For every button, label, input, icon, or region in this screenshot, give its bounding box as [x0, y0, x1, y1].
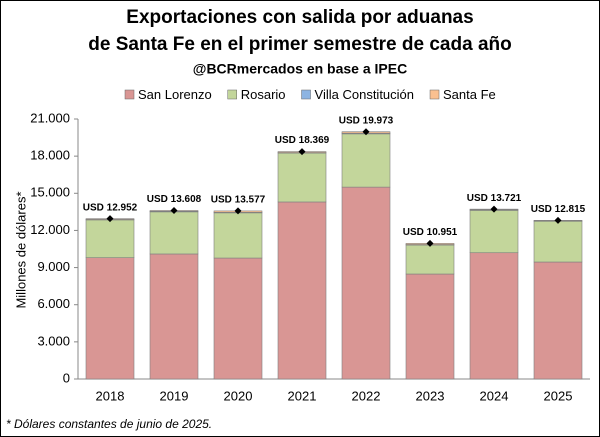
- bar-segment: [533, 261, 583, 380]
- bar-segment: [277, 201, 327, 380]
- bar-segment: [533, 220, 583, 263]
- legend-swatch: [227, 89, 237, 100]
- total-label: USD 10.951: [403, 227, 458, 238]
- x-tick-label: 2025: [544, 388, 573, 403]
- bar-segment: [149, 253, 199, 380]
- x-tick-label: 2024: [480, 388, 509, 403]
- x-tick-label: 2021: [288, 388, 317, 403]
- bar-segment: [277, 152, 327, 203]
- legend-swatch: [124, 89, 135, 100]
- footnote: * Dólares constantes de junio de 2025.: [6, 417, 212, 431]
- y-tick-label: 18.000: [30, 148, 70, 163]
- y-tick-label: 12.000: [30, 222, 70, 237]
- bar-segment: [405, 244, 455, 275]
- bar-segment: [405, 273, 455, 380]
- legend-swatch: [301, 89, 311, 100]
- legend-swatch: [429, 89, 440, 100]
- total-marker: [170, 207, 178, 215]
- x-tick-label: 2018: [96, 388, 125, 403]
- y-tick-label: 21.000: [30, 110, 70, 125]
- total-marker: [554, 216, 562, 224]
- y-tick-label: 9.000: [37, 259, 70, 274]
- y-axis-label: Millones de dólares*: [13, 191, 28, 308]
- total-label: USD 12.815: [531, 204, 586, 215]
- total-marker: [234, 207, 242, 215]
- total-label: USD 13.608: [147, 194, 202, 205]
- y-tick-label: 3.000: [37, 333, 70, 348]
- bar-segment: [213, 257, 263, 380]
- legend-label: Villa Constitución: [315, 87, 414, 102]
- total-marker: [426, 239, 434, 247]
- x-tick-label: 2019: [160, 388, 189, 403]
- x-tick-label: 2023: [416, 388, 445, 403]
- total-marker: [362, 128, 370, 136]
- legend-label: San Lorenzo: [138, 87, 212, 102]
- bar-segment: [341, 133, 391, 188]
- bar-segment: [341, 186, 391, 380]
- chart-title: Exportaciones con salida por aduanas: [126, 7, 473, 28]
- chart-title: de Santa Fe en el primer semestre de cad…: [88, 34, 511, 55]
- x-tick-label: 2020: [224, 388, 253, 403]
- total-label: USD 18.369: [275, 135, 330, 146]
- total-label: USD 19.973: [339, 115, 394, 126]
- bar-segment: [85, 257, 135, 380]
- chart-subtitle: @BCRmercados en base a IPEC: [193, 61, 407, 77]
- bar-segment: [469, 210, 519, 254]
- y-tick-label: 15.000: [30, 185, 70, 200]
- bar-segment: [149, 211, 199, 255]
- total-label: USD 13.577: [211, 195, 266, 206]
- x-tick-label: 2022: [352, 388, 381, 403]
- y-tick-label: 0: [63, 370, 70, 385]
- total-marker: [490, 205, 498, 213]
- legend-label: Santa Fe: [443, 87, 496, 102]
- bar-segment: [85, 219, 135, 258]
- bar-segment: [469, 252, 519, 380]
- total-label: USD 12.952: [83, 202, 138, 213]
- legend-label: Rosario: [241, 87, 286, 102]
- y-tick-label: 6.000: [37, 296, 70, 311]
- total-label: USD 13.721: [467, 193, 522, 204]
- total-marker: [106, 215, 114, 223]
- total-marker: [298, 148, 306, 156]
- bar-segment: [213, 212, 263, 259]
